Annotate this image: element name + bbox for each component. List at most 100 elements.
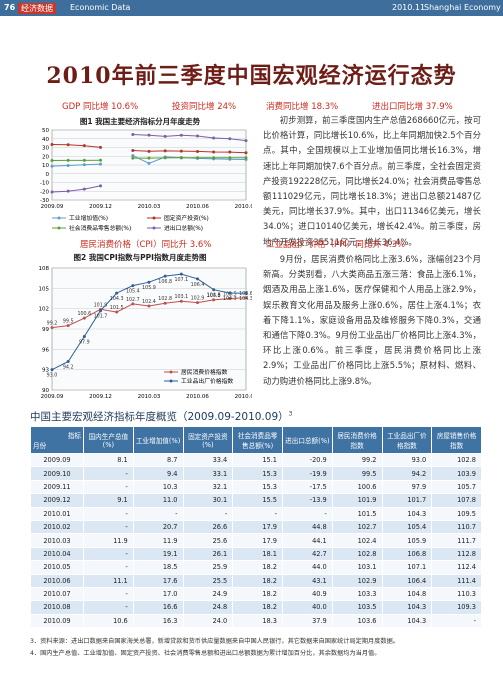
legend-marker bbox=[169, 370, 173, 374]
table-cell: 102.9 bbox=[331, 573, 383, 588]
data-point bbox=[99, 158, 102, 162]
table-cell: 102.8 bbox=[331, 546, 383, 562]
y-tick-label: 50 bbox=[42, 128, 49, 134]
table-cell: 102.8 bbox=[431, 452, 482, 468]
issue: 2010.11 bbox=[392, 3, 426, 12]
table-cell: 109.3 bbox=[431, 600, 482, 615]
table-cell: 105.4 bbox=[381, 519, 433, 535]
table-cell: 101.9 bbox=[331, 493, 383, 508]
data-point bbox=[82, 158, 86, 162]
table-cell: 105.9 bbox=[381, 533, 433, 548]
data-point bbox=[163, 156, 167, 160]
data-point bbox=[115, 310, 119, 314]
data-point bbox=[228, 297, 232, 300]
data-point bbox=[66, 143, 70, 147]
column-header: 社会消费品零售总额(%) bbox=[232, 426, 283, 454]
data-label: 99.5 bbox=[63, 319, 74, 325]
legend-label: 社会消费品零售总额(%) bbox=[69, 224, 131, 232]
table-cell: 25.9 bbox=[182, 560, 234, 575]
x-tick-label: 2009.12 bbox=[89, 394, 112, 400]
column-header: 工业品出厂价格指数 bbox=[381, 426, 433, 454]
table-cell: 104.3 bbox=[381, 506, 433, 521]
table-cell: 107.1 bbox=[381, 560, 433, 575]
data-point bbox=[179, 149, 183, 153]
table-cell: -19.9 bbox=[282, 466, 333, 481]
data-point bbox=[196, 134, 199, 138]
table-cell: 17.0 bbox=[132, 586, 184, 602]
table-cell: 30.1 bbox=[182, 493, 234, 508]
data-point bbox=[147, 280, 151, 284]
table-cell: - bbox=[431, 613, 482, 629]
data-point bbox=[50, 326, 54, 330]
data-point bbox=[212, 150, 216, 154]
table-cell: 111.7 bbox=[431, 533, 482, 548]
headline: 工业品出厂价格（PPI）同比升 4.3% bbox=[266, 240, 406, 250]
table-cell: 103.6 bbox=[331, 613, 383, 629]
table-cell: 105.7 bbox=[431, 479, 482, 495]
legend-label: 居民消费价格指数 bbox=[181, 368, 228, 376]
data-point bbox=[115, 291, 119, 295]
table-cell: 11.1 bbox=[83, 573, 134, 588]
table-cell: - bbox=[232, 506, 283, 521]
row-label: 2010.06 bbox=[30, 573, 84, 588]
table-cell: - bbox=[83, 546, 134, 562]
top-bar: 76 经济数据 Economic Data 2010.11 Shanghai E… bbox=[0, 0, 503, 16]
data-label: 106.8 bbox=[158, 279, 172, 285]
table-cell: 109.5 bbox=[431, 506, 482, 521]
data-label: 105.4 bbox=[126, 289, 140, 295]
legend-label: 进出口总额(%) bbox=[164, 224, 203, 232]
data-point bbox=[82, 163, 86, 167]
table-row: 2009.10-9.4 33.1 15.3 -19.9 99.5 94.2 103.9 bbox=[30, 466, 482, 481]
table-cell: - bbox=[83, 560, 134, 575]
series-line bbox=[51, 144, 247, 154]
table-cell: - bbox=[83, 519, 134, 535]
figure: -30 -20 -10 0 10 20 30 40 50 2009.09 2009.12 2010.0… bbox=[40, 128, 252, 232]
column-header: 工业增加值(%) bbox=[132, 426, 184, 454]
data-point bbox=[212, 156, 216, 160]
legend-marker bbox=[152, 216, 156, 220]
note: 4．国内生产总值、工业增加值、固定资产投资、社会消费零售总额和进出口总额数据为累… bbox=[30, 650, 381, 657]
y-tick-label: 40 bbox=[42, 137, 49, 143]
footnote-ref: 3 bbox=[288, 410, 293, 418]
x-tick-label: 2010.06 bbox=[186, 394, 209, 400]
y-tick-label: 93 bbox=[42, 368, 49, 374]
row-label: 2010.05 bbox=[30, 560, 84, 575]
section-name-en: Economic Data bbox=[70, 3, 131, 12]
table-cell: 26.1 bbox=[182, 546, 234, 562]
table-cell: 37.9 bbox=[282, 613, 333, 629]
data-label: 101.9 bbox=[94, 302, 108, 308]
data-point bbox=[82, 187, 86, 191]
data-point bbox=[66, 360, 70, 364]
data-label: 107.1 bbox=[174, 277, 188, 283]
data-label: 102.4 bbox=[142, 299, 156, 305]
data-point bbox=[66, 189, 70, 193]
data-point bbox=[228, 156, 232, 160]
headline: 进出口同比增 37.9% bbox=[372, 102, 453, 112]
data-point bbox=[147, 156, 151, 160]
table-cell: 11.9 bbox=[83, 533, 134, 548]
column-header: 固定资产投资(%) bbox=[182, 426, 234, 454]
table-row: 2009.12 9.1 11.0 30.1 15.5 -13.9 101.9 101.7 107… bbox=[30, 493, 482, 508]
data-point bbox=[131, 284, 135, 288]
data-point bbox=[99, 309, 102, 313]
data-point bbox=[131, 302, 135, 306]
x-tick-label: 2010.06 bbox=[186, 204, 209, 210]
data-point bbox=[147, 161, 151, 165]
column-header: 进出口总额(%) bbox=[282, 426, 333, 454]
table-cell: 10.6 bbox=[83, 613, 134, 629]
row-label: 2009.11 bbox=[30, 479, 84, 495]
row-label: 2010.03 bbox=[30, 533, 84, 548]
table-cell: 43.1 bbox=[282, 573, 333, 588]
headline: GDP 同比增 10.6% bbox=[62, 102, 139, 112]
data-point bbox=[228, 291, 232, 295]
legend-label: 工业增加值(%) bbox=[69, 214, 108, 222]
data-point bbox=[196, 301, 199, 305]
table-title: 中国主要宏观经济指标年度概览（2009.09-2010.09）3 bbox=[30, 409, 292, 424]
table-cell: 101.5 bbox=[331, 506, 383, 521]
table-cell: - bbox=[182, 506, 234, 521]
data-point bbox=[50, 368, 54, 372]
y-tick-label: -30 bbox=[40, 198, 49, 204]
row-label: 2009.09 bbox=[30, 452, 84, 468]
table-cell: 103.1 bbox=[331, 560, 383, 575]
table-cell: 104.3 bbox=[381, 613, 433, 629]
